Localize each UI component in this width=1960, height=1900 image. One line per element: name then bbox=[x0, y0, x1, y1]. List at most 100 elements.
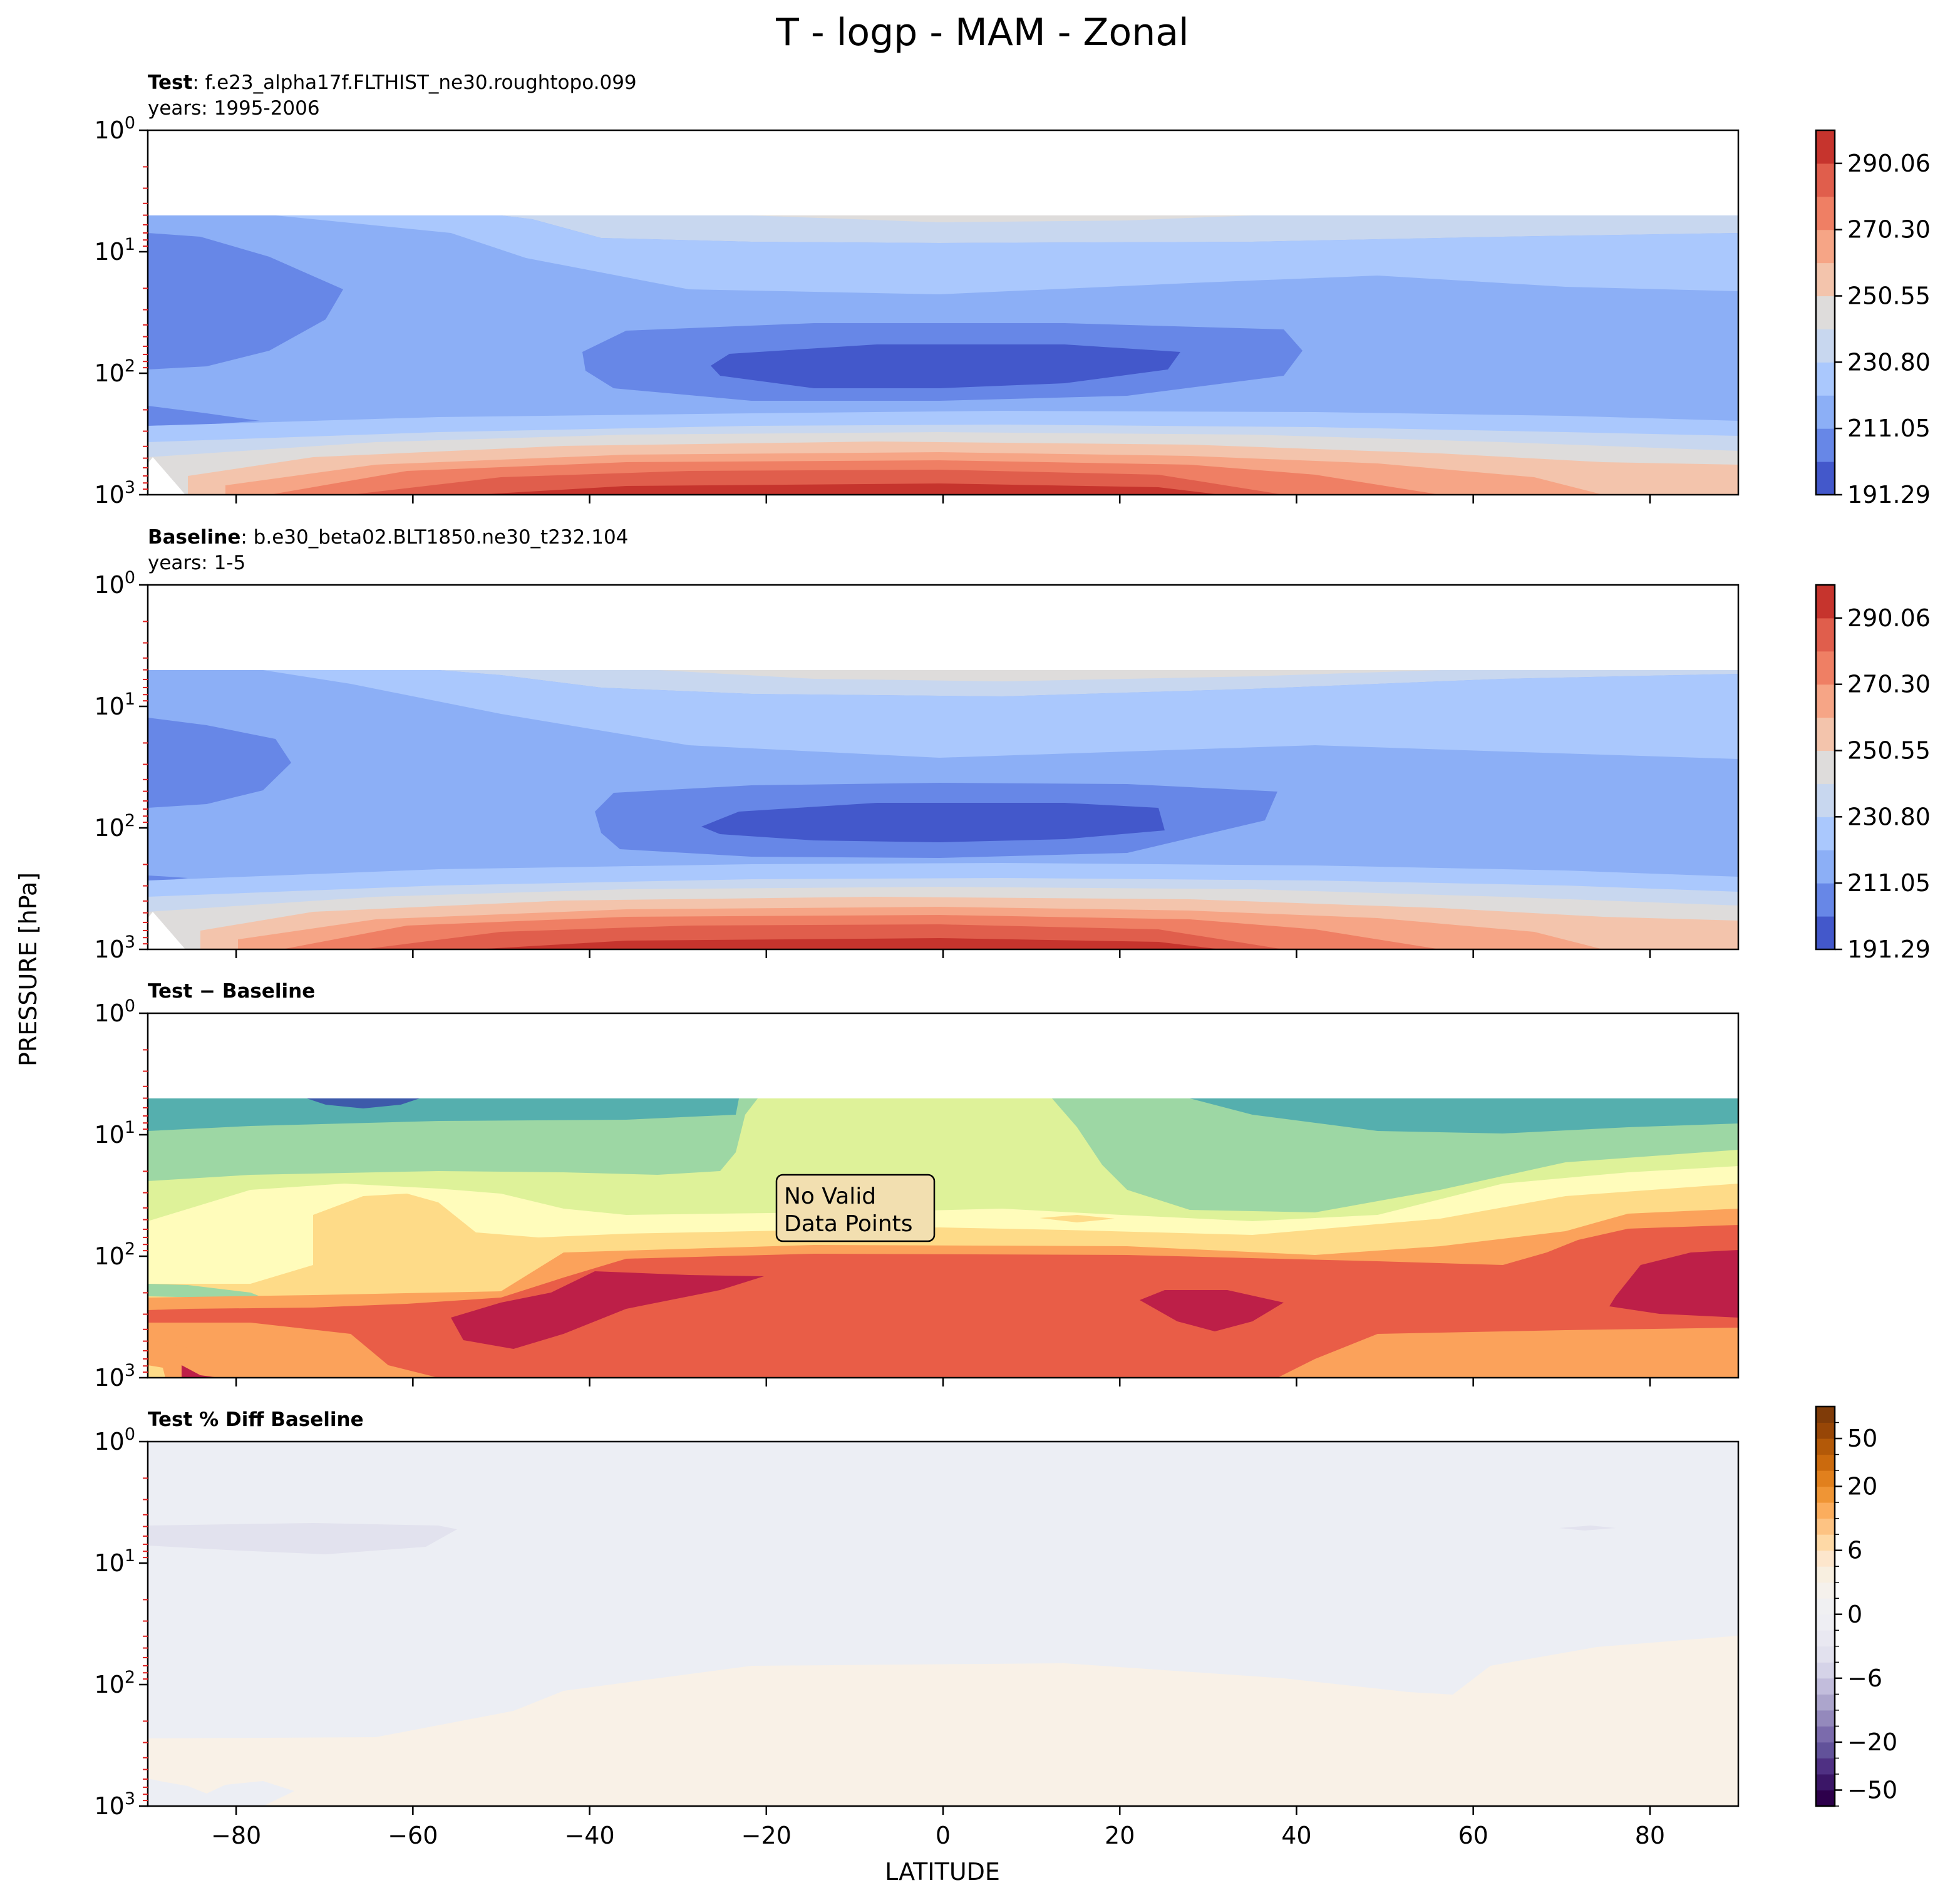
y-tick-label: 101 bbox=[94, 1118, 135, 1149]
x-tick-label: 40 bbox=[1281, 1822, 1311, 1849]
colorbar-segment bbox=[1816, 1630, 1835, 1647]
colorbar-segment bbox=[1816, 1470, 1835, 1487]
panel-pctdiff-y-ticks: 100 101 102 103 bbox=[94, 1425, 148, 1820]
y-tick-label: 103 bbox=[94, 1361, 135, 1391]
contour-band bbox=[1190, 1098, 1738, 1133]
colorbar-tick-label: 191.29 bbox=[1847, 481, 1931, 509]
colorbar-segment bbox=[1816, 1518, 1835, 1535]
y-tick-label: 103 bbox=[94, 478, 135, 509]
x-tick-label: −40 bbox=[564, 1822, 614, 1849]
colorbar-segment bbox=[1816, 1758, 1835, 1775]
colorbar-frame bbox=[1815, 584, 1836, 951]
contour-band bbox=[148, 457, 185, 495]
colorbar-tick-label: 191.29 bbox=[1847, 936, 1931, 963]
colorbar-segment bbox=[1816, 1662, 1835, 1679]
panel-baseline: Baseline: b.e30_beta02.BLT1850.ne30_t232… bbox=[94, 526, 1931, 963]
contour-band bbox=[148, 718, 291, 808]
colorbar-segment bbox=[1816, 1534, 1835, 1551]
colorbar-segment bbox=[1816, 585, 1835, 619]
colorbar-segment bbox=[1816, 262, 1835, 297]
panel-baseline-y-ticks: 100 101 102 103 bbox=[94, 568, 148, 963]
contour-band bbox=[148, 1523, 457, 1554]
contour-band bbox=[711, 344, 1180, 388]
contour-band bbox=[263, 670, 1738, 759]
colorbar-segment bbox=[1816, 1678, 1835, 1695]
panel-baseline-title: Baseline: b.e30_beta02.BLT1850.ne30_t232… bbox=[148, 526, 628, 549]
colorbar-segment bbox=[1816, 428, 1835, 462]
y-tick-label: 101 bbox=[94, 1546, 135, 1577]
colorbar-tick-label: 250.55 bbox=[1847, 737, 1931, 765]
panel-diff: Test − Baseline No Valid Data Points bbox=[94, 980, 1740, 1391]
colorbar-segment bbox=[1816, 1790, 1835, 1807]
colorbar-segment bbox=[1816, 163, 1835, 197]
y-tick-label: 100 bbox=[94, 1425, 135, 1455]
colorbar-segment bbox=[1816, 1710, 1835, 1727]
panel-diff-y-ticks: 100 101 102 103 bbox=[94, 996, 148, 1391]
contour-band bbox=[148, 1098, 739, 1131]
contour-band bbox=[148, 912, 185, 949]
contour-band bbox=[148, 1636, 1738, 1806]
contour-band bbox=[658, 670, 1440, 681]
panel-test-subtitle: years: 1995-2006 bbox=[148, 97, 320, 120]
colorbar-segment bbox=[1816, 684, 1835, 718]
panel-baseline-colorbar: 191.29 211.05 230.80 250.55 270.30 290.06 bbox=[1815, 584, 1931, 963]
panel-pctdiff-x-ticks: −80 −60 −40 −20 0 20 40 60 80 bbox=[211, 1806, 1665, 1849]
colorbar-frame bbox=[1815, 129, 1836, 496]
colorbar-tick-label: −20 bbox=[1847, 1728, 1897, 1756]
contour-band bbox=[148, 1365, 165, 1378]
chart-title: T - logp - MAM - Zonal bbox=[775, 11, 1189, 54]
colorbar-segment bbox=[1816, 1566, 1835, 1583]
colorbar-segment bbox=[1816, 817, 1835, 850]
panel-test: Test: f.e23_alpha17f.FLTHIST_ne30.rought… bbox=[94, 71, 1931, 509]
contour-band bbox=[148, 406, 260, 427]
panel-diff-x-ticks bbox=[235, 1378, 1651, 1386]
x-tick-label: 20 bbox=[1105, 1822, 1135, 1849]
colorbar-segment bbox=[1816, 296, 1835, 329]
y-tick-label: 100 bbox=[94, 113, 135, 144]
y-tick-label: 102 bbox=[94, 356, 135, 387]
colorbar-segment bbox=[1816, 850, 1835, 884]
contour-band bbox=[148, 233, 343, 369]
colorbar-segment bbox=[1816, 617, 1835, 652]
colorbar-segment bbox=[1816, 1502, 1835, 1519]
contour-band bbox=[1609, 1250, 1738, 1318]
contour-band bbox=[1140, 1290, 1284, 1331]
contour-band bbox=[182, 1365, 219, 1378]
colorbar-tick-label: 50 bbox=[1847, 1425, 1877, 1452]
colorbar-segment bbox=[1816, 916, 1835, 950]
colorbar-tick-label: −6 bbox=[1847, 1665, 1882, 1692]
contour-band bbox=[1559, 1526, 1616, 1531]
colorbar-tick-label: 211.05 bbox=[1847, 869, 1931, 897]
colorbar-segment bbox=[1816, 1598, 1835, 1615]
panel-pctdiff-colorbar: −50 −20 −6 0 6 20 50 bbox=[1815, 1405, 1897, 1807]
colorbar-segment bbox=[1816, 1422, 1835, 1439]
contour-band bbox=[701, 803, 1165, 842]
panel-test-contours bbox=[148, 215, 1738, 495]
panel-baseline-contours bbox=[148, 670, 1738, 949]
colorbar-segment bbox=[1816, 883, 1835, 917]
panel-diff-title: Test − Baseline bbox=[148, 980, 315, 1003]
y-tick-label: 101 bbox=[94, 235, 135, 266]
colorbar-tick-label: 270.30 bbox=[1847, 216, 1931, 244]
diff-annotation-line-2: Data Points bbox=[784, 1211, 913, 1237]
colorbar-segment bbox=[1816, 1726, 1835, 1743]
diff-annotation-line-1: No Valid bbox=[784, 1184, 876, 1209]
contour-band bbox=[148, 1340, 351, 1378]
colorbar-segment bbox=[1816, 717, 1835, 751]
colorbar-tick-label: 290.06 bbox=[1847, 150, 1931, 177]
y-tick-label: 100 bbox=[94, 568, 135, 599]
contour-band bbox=[1039, 1215, 1115, 1222]
colorbar-segment bbox=[1816, 229, 1835, 264]
colorbar-tick-label: 211.05 bbox=[1847, 415, 1931, 442]
colorbar-segment bbox=[1816, 395, 1835, 429]
panel-test-colorbar: 191.29 211.05 230.80 250.55 270.30 290.06 bbox=[1815, 129, 1931, 509]
colorbar-segment bbox=[1816, 1550, 1835, 1567]
panel-baseline-subtitle: years: 1-5 bbox=[148, 552, 245, 574]
y-tick-label: 103 bbox=[94, 932, 135, 963]
colorbar-segment bbox=[1816, 130, 1835, 164]
colorbar-segment bbox=[1816, 1646, 1835, 1663]
colorbar-segment bbox=[1816, 196, 1835, 230]
diff-annotation-box bbox=[775, 1174, 936, 1242]
x-tick-label: −80 bbox=[211, 1822, 261, 1849]
colorbar-segment bbox=[1816, 329, 1835, 363]
